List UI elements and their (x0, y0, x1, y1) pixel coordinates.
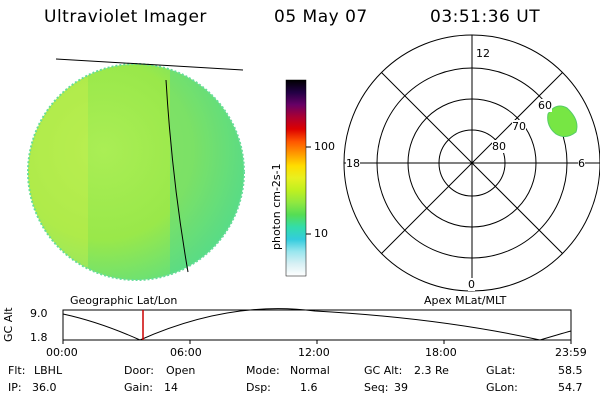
glat-value: 58.5 (558, 364, 583, 377)
lat-label-70: 70 (512, 120, 526, 133)
imager-disc (27, 63, 245, 281)
glon-label: GLon: (486, 381, 518, 394)
alt-ytick-1-8: 1.8 (30, 331, 48, 344)
gcalt-label: GC Alt: (364, 364, 403, 377)
gain-label: Gain: (124, 381, 153, 394)
colorbar-tick-100: 100 (314, 140, 335, 153)
aurora-blob (547, 105, 578, 138)
lat-label-80: 80 (492, 140, 506, 153)
apex-caption: Apex MLat/MLT (424, 294, 507, 307)
colorbar (285, 79, 311, 277)
mode-value: Normal (290, 364, 330, 377)
mlt-label-6: 6 (578, 157, 585, 170)
door-label: Door: (124, 364, 154, 377)
time-label: 03:51:36 UT (430, 7, 541, 27)
ip-value: 36.0 (32, 381, 57, 394)
meridian-line (165, 79, 189, 273)
altitude-plot (62, 308, 572, 344)
mlt-label-18: 18 (346, 157, 360, 170)
dsp-value: 1.6 (300, 381, 318, 394)
mlt-label-12: 12 (476, 47, 490, 60)
glon-value: 54.7 (558, 381, 583, 394)
flt-value: LBHL (34, 364, 63, 377)
alt-xtick-1800: 18:00 (425, 346, 457, 359)
lat-label-60: 60 (538, 99, 552, 112)
alt-ylabel: GC Alt (2, 307, 15, 342)
colorbar-tick-10: 10 (314, 227, 328, 240)
date-label: 05 May 07 (274, 7, 368, 27)
flt-label: Flt: (8, 364, 26, 377)
terminator-line (55, 58, 244, 71)
polar-plot (343, 34, 600, 292)
door-value: Open (166, 364, 196, 377)
alt-xtick-1200: 12:00 (298, 346, 330, 359)
alt-xtick-0600: 06:00 (170, 346, 202, 359)
seq-label: Seq: (364, 381, 389, 394)
alt-xtick-0000: 00:00 (46, 346, 78, 359)
seq-value: 39 (394, 381, 408, 394)
app-title: Ultraviolet Imager (44, 7, 207, 27)
glat-label: GLat: (486, 364, 516, 377)
gain-value: 14 (164, 381, 178, 394)
dsp-label: Dsp: (246, 381, 271, 394)
gcalt-value: 2.3 Re (414, 364, 449, 377)
alt-ytick-9: 9.0 (30, 307, 48, 320)
alt-xtick-2359: 23:59 (555, 346, 587, 359)
geographic-caption: Geographic Lat/Lon (70, 294, 178, 307)
mlt-label-0: 0 (468, 278, 475, 291)
ip-label: IP: (8, 381, 22, 394)
mode-label: Mode: (246, 364, 280, 377)
colorbar-unit-label: photon cm-2s-1 (270, 163, 283, 250)
